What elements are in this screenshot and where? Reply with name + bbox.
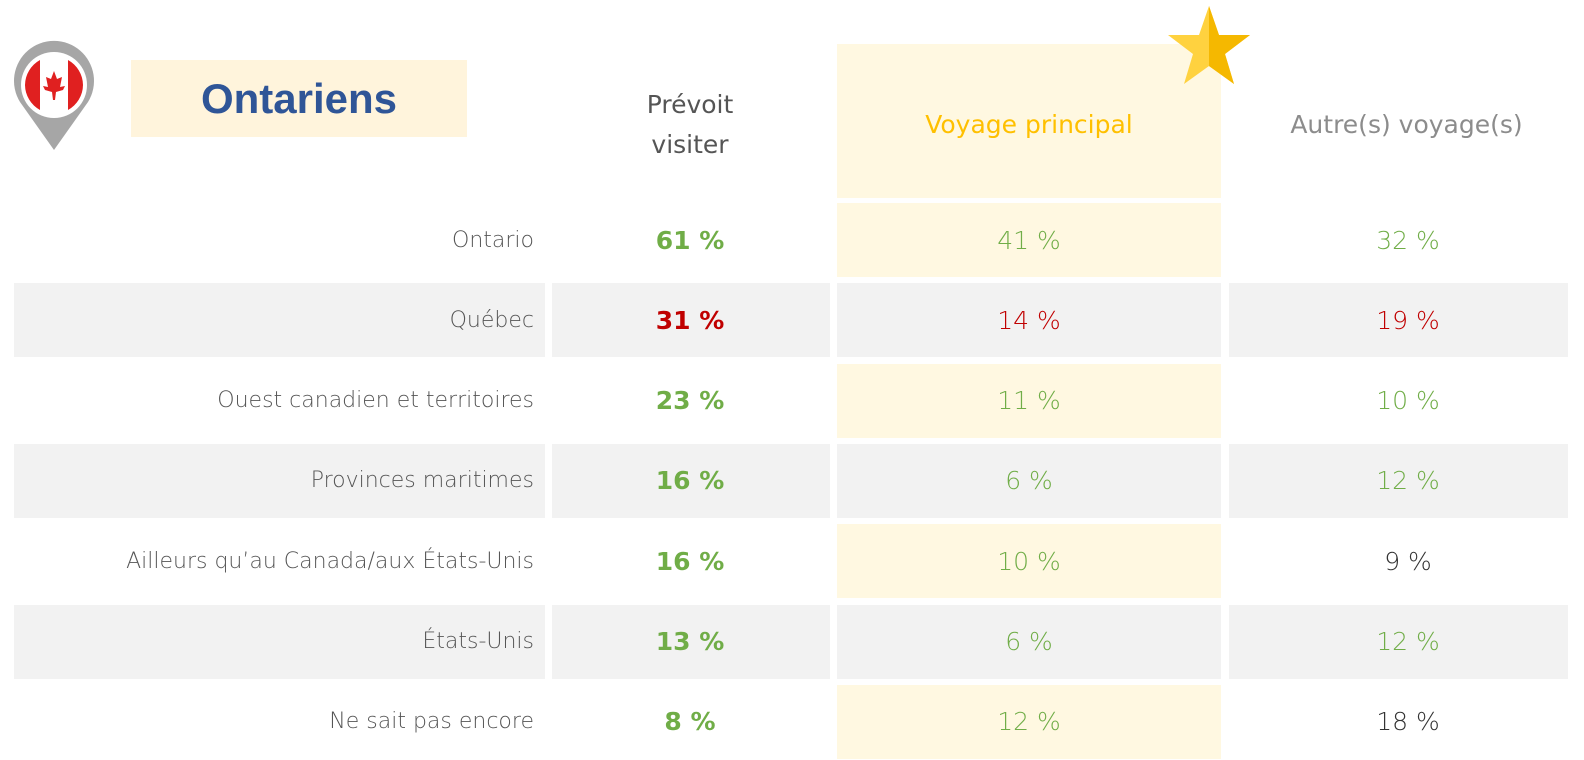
cell-bg [837, 604, 1221, 679]
value-cell: 12 % [1376, 627, 1440, 656]
value-cell: 9 % [1384, 546, 1432, 576]
cell-bg [1229, 443, 1568, 518]
row-label: Ailleurs qu’au Canada/aux États-Unis [126, 548, 534, 574]
highlight-header-bg [837, 44, 1221, 198]
star-icon [1168, 6, 1250, 84]
value-cell: 14 % [997, 305, 1061, 335]
column-header: Voyage principal [925, 110, 1133, 139]
title: Ontariens [131, 60, 467, 137]
cell-bg [837, 283, 1221, 358]
cell-bg [552, 604, 830, 679]
row-label: Ne sait pas encore [329, 709, 534, 735]
value-cell: 8 % [664, 707, 716, 737]
row-label: États-Unis [422, 629, 534, 654]
value-cell: 18 % [1376, 707, 1440, 737]
canada-pin-icon [14, 40, 95, 150]
column-header: Prévoit visiter [590, 80, 790, 170]
cell-bg [837, 363, 1221, 438]
value-cell: 12 % [1376, 466, 1440, 496]
value-cell: 10 % [997, 546, 1061, 576]
value-cell: 61 % [655, 225, 725, 255]
row-band [14, 604, 545, 679]
column-header: Autre(s) voyage(s) [1290, 110, 1523, 139]
cell-bg [1229, 604, 1568, 679]
value-cell: 12 % [997, 707, 1061, 737]
cell-bg [1229, 283, 1568, 358]
cell-bg [552, 283, 830, 358]
column-header-text: Prévoit visiter [646, 90, 734, 159]
value-cell: 19 % [1376, 305, 1440, 335]
cell-bg [837, 443, 1221, 518]
row-band [14, 443, 545, 518]
value-cell: 10 % [1376, 386, 1440, 416]
row-band [14, 283, 545, 358]
row-label: Ontario [452, 227, 534, 253]
value-cell: 16 % [655, 466, 725, 496]
row-label: Provinces maritimes [310, 468, 534, 494]
row-label: Ouest canadien et territoires [217, 388, 534, 414]
value-cell: 11 % [997, 386, 1061, 416]
cell-bg [837, 684, 1221, 759]
value-cell: 32 % [1376, 225, 1440, 255]
value-cell: 41 % [997, 225, 1061, 255]
value-cell: 6 % [1005, 466, 1053, 496]
cell-bg [837, 203, 1221, 277]
value-cell: 31 % [655, 305, 725, 335]
value-cell: 23 % [655, 386, 725, 416]
cell-bg [837, 524, 1221, 599]
cell-bg [552, 443, 830, 518]
value-cell: 16 % [655, 546, 725, 576]
value-cell: 6 % [1005, 627, 1053, 656]
row-label: Québec [449, 307, 534, 333]
value-cell: 13 % [655, 627, 725, 656]
